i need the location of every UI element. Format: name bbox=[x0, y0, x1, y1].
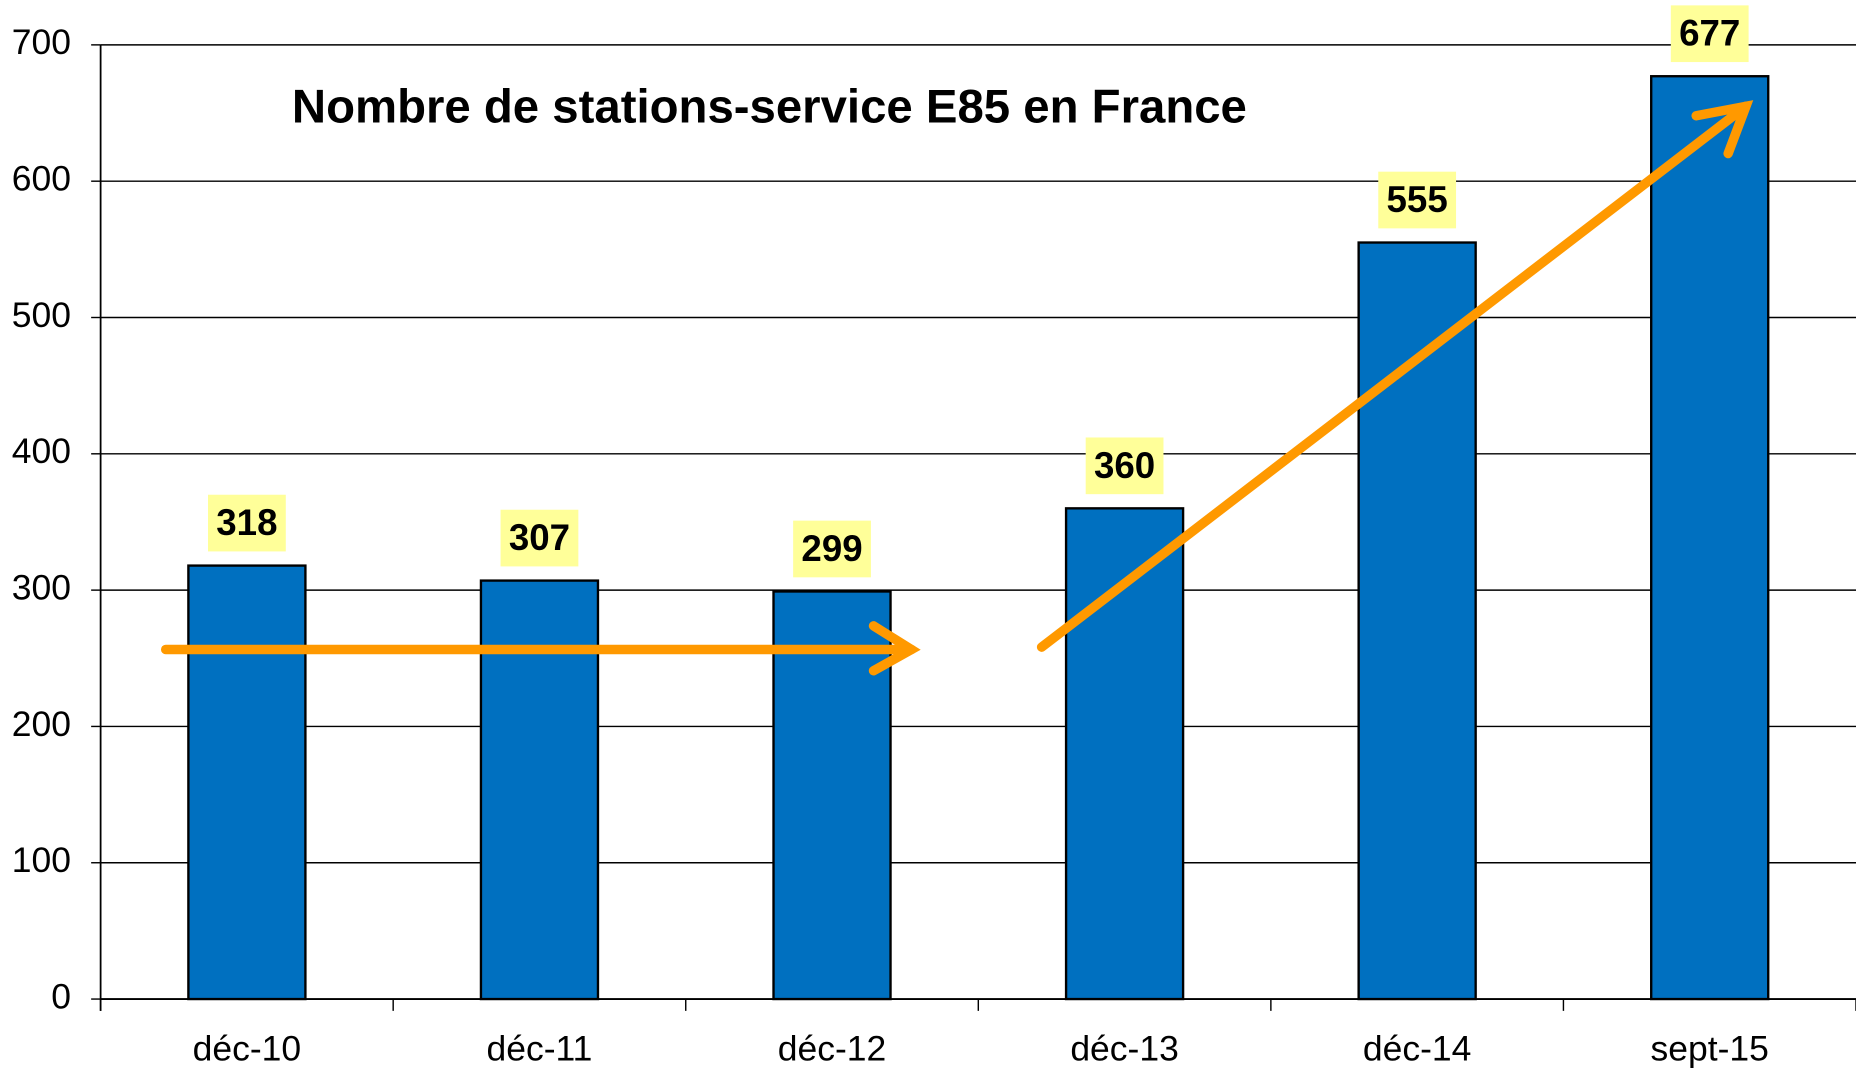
bar bbox=[1357, 241, 1477, 1001]
bar bbox=[772, 590, 892, 1001]
value-label-bg bbox=[1670, 5, 1749, 63]
y-tick-label: 200 bbox=[12, 704, 71, 744]
x-tick-label: déc-13 bbox=[1070, 1028, 1179, 1068]
bar bbox=[187, 564, 307, 1001]
bar bbox=[479, 579, 600, 1001]
arrow-rise bbox=[1036, 101, 1751, 652]
value-label-bg bbox=[500, 509, 579, 567]
value-label: 299 bbox=[801, 528, 862, 569]
x-tick-label: sept-15 bbox=[1651, 1028, 1769, 1068]
arrow-head bbox=[868, 621, 921, 676]
y-tick-label: 500 bbox=[12, 295, 71, 335]
y-tick-label: 700 bbox=[12, 22, 71, 62]
value-label-bg bbox=[1085, 437, 1164, 495]
value-label: 307 bbox=[509, 517, 570, 558]
x-tick-label: déc-10 bbox=[193, 1028, 302, 1068]
bar bbox=[1650, 75, 1770, 1001]
x-tick-label: déc-14 bbox=[1363, 1028, 1472, 1068]
x-tick-label: déc-12 bbox=[778, 1028, 887, 1068]
y-tick-label: 600 bbox=[12, 159, 71, 199]
value-label: 677 bbox=[1679, 13, 1740, 54]
y-tick-label: 300 bbox=[12, 568, 71, 608]
trend-arrows bbox=[160, 100, 1754, 676]
value-label-bg bbox=[793, 520, 871, 578]
y-tick-label: 400 bbox=[12, 431, 71, 471]
bar bbox=[1064, 507, 1185, 1001]
value-label-bg bbox=[1378, 171, 1457, 229]
chart-title: Nombre de stations-service E85 en France bbox=[292, 80, 1247, 133]
value-label-bg bbox=[208, 494, 286, 552]
y-tick-label: 0 bbox=[51, 976, 71, 1016]
value-label: 555 bbox=[1387, 179, 1448, 220]
x-tick-label: déc-11 bbox=[487, 1028, 593, 1068]
y-tick-label: 100 bbox=[12, 840, 71, 880]
value-label: 360 bbox=[1094, 445, 1155, 486]
value-label: 318 bbox=[216, 502, 277, 543]
arrow-head bbox=[1691, 100, 1754, 159]
